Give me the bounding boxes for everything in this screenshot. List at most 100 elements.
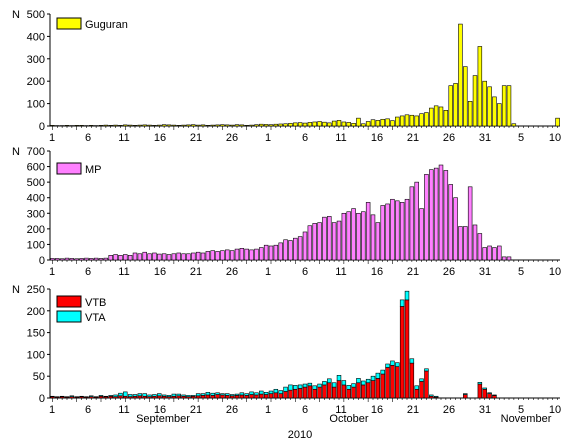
x-tick-label: 1 (49, 266, 55, 278)
bar (472, 75, 478, 127)
bar (220, 393, 225, 396)
bar (429, 107, 434, 127)
bar (249, 249, 254, 261)
bar (424, 370, 429, 399)
bar (283, 391, 288, 399)
bar (195, 393, 201, 397)
bar (419, 208, 424, 261)
bar (419, 113, 424, 127)
bar (205, 392, 211, 396)
bar (113, 254, 118, 261)
x-tick-label: 31 (479, 404, 491, 416)
bar (492, 96, 497, 127)
bar (395, 116, 400, 127)
bar (322, 216, 327, 261)
bar (336, 220, 342, 261)
bar (229, 395, 235, 399)
bar (395, 366, 400, 399)
bar (293, 122, 298, 127)
bar (414, 385, 419, 390)
legend-label-vtb: VTB (85, 297, 106, 309)
bar (147, 124, 152, 127)
bar (380, 205, 385, 261)
bar (356, 378, 361, 384)
bar (424, 174, 429, 261)
bar (59, 395, 65, 398)
bar (254, 248, 259, 261)
month-label-october: October (329, 413, 368, 425)
x-tick-label: 1 (49, 404, 55, 416)
bar (74, 125, 79, 127)
bar (312, 223, 317, 261)
bar (137, 253, 143, 261)
bar (341, 384, 347, 399)
bar (317, 383, 322, 388)
bar (443, 170, 449, 261)
bar (390, 120, 395, 127)
x-tick-label: 5 (518, 132, 524, 144)
bar (108, 255, 113, 261)
bar (64, 257, 70, 261)
bar (433, 395, 439, 398)
bar (336, 375, 342, 381)
bar (390, 364, 395, 399)
bar (433, 105, 439, 127)
bar (341, 212, 347, 261)
bar (98, 258, 104, 261)
bar (278, 242, 283, 261)
bar (234, 393, 240, 396)
bar (74, 258, 79, 261)
bar (414, 115, 419, 127)
y-tick-label: 500 (27, 9, 45, 21)
bar (467, 101, 473, 127)
bar (472, 224, 478, 261)
x-tick-label: 6 (85, 266, 91, 278)
x-tick-label: 26 (226, 266, 238, 278)
bar (302, 383, 308, 388)
bar (74, 396, 79, 398)
bar (142, 393, 147, 397)
bar (239, 248, 245, 261)
bar (118, 395, 123, 399)
bar (166, 395, 172, 397)
bar (317, 222, 322, 261)
bar (482, 387, 487, 390)
bar (254, 394, 259, 399)
x-tick-label: 11 (118, 404, 129, 416)
bar (361, 384, 366, 399)
bar (263, 392, 269, 395)
month-label-november: November (501, 413, 552, 425)
bar (414, 181, 419, 261)
bar (346, 388, 351, 399)
bar (477, 46, 483, 127)
bar (132, 394, 138, 397)
bar (220, 250, 225, 261)
bar (278, 123, 283, 127)
bar (103, 395, 109, 398)
bar (220, 124, 225, 127)
bar (157, 395, 162, 399)
bar (225, 395, 230, 399)
bar (152, 252, 157, 261)
bar (302, 231, 308, 261)
bar (346, 385, 351, 390)
bar (157, 393, 162, 397)
x-tick-label: 21 (190, 132, 202, 144)
series-mp (50, 164, 512, 261)
y-tick-label: 400 (27, 193, 45, 205)
bar (191, 252, 196, 261)
y-tick-label: 100 (27, 349, 45, 361)
bar (283, 123, 288, 127)
y-tick-label: 0 (39, 121, 45, 133)
bar (361, 123, 366, 127)
bar (399, 202, 405, 261)
bar (365, 382, 371, 399)
bar (365, 378, 371, 384)
bar (438, 164, 444, 261)
x-tick-label: 16 (154, 266, 166, 278)
bar (195, 395, 201, 399)
bar (331, 222, 337, 261)
bar (244, 395, 249, 399)
legend-swatch-mp (56, 162, 82, 175)
